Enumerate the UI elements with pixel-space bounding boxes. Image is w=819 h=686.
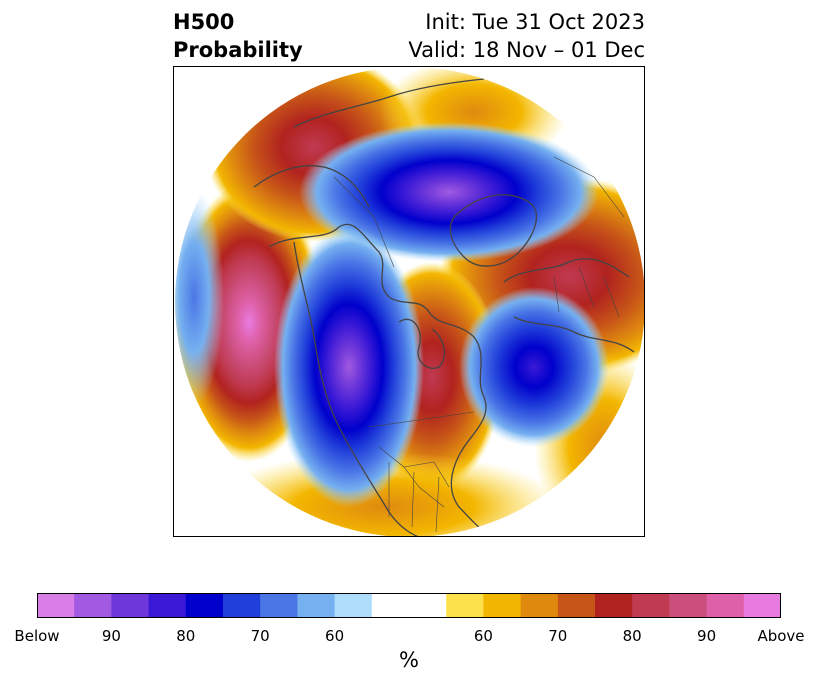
- colorbar-segment: [557, 593, 596, 618]
- hudson-bay-coast: [398, 318, 445, 369]
- colorbar-segment: [743, 593, 781, 618]
- colorbar-tick-label: 70: [548, 627, 568, 645]
- colorbar-segment: [706, 593, 745, 618]
- init-date: Init: Tue 31 Oct 2023: [425, 10, 645, 34]
- colorbar-segment: [483, 593, 522, 618]
- colorbar-segment: [185, 593, 224, 618]
- colorbar-tick-label: 90: [697, 627, 717, 645]
- colorbar-segment: [260, 593, 298, 618]
- colorbar-segment: [446, 593, 484, 618]
- colorbar-tick-label: 60: [325, 627, 345, 645]
- colorbar-segment: [595, 593, 633, 618]
- europe-coast: [503, 258, 635, 353]
- colorbar: [37, 593, 781, 618]
- valid-dates: Valid: 18 Nov – 01 Dec: [408, 38, 645, 62]
- title-line-1: H500: [173, 10, 235, 34]
- colorbar-tick-label: 70: [250, 627, 270, 645]
- probability-map: [173, 66, 645, 537]
- colorbar-tick-label: 90: [101, 627, 121, 645]
- below-anomaly-western-canada: [274, 227, 424, 507]
- colorbar-segment: [334, 593, 373, 618]
- colorbar-tick-label: Below: [14, 627, 60, 645]
- colorbar-segment: [148, 593, 187, 618]
- colorbar-border: [37, 593, 781, 618]
- colorbar-segment: [37, 593, 75, 618]
- north-america-west-coast: [293, 241, 425, 536]
- below-anomaly-arctic: [299, 122, 599, 262]
- colorbar-segment: [371, 593, 447, 618]
- greenland-coast: [449, 194, 538, 267]
- colorbar-svg: [37, 593, 781, 618]
- north-america-coast: [268, 223, 505, 536]
- colorbar-segment: [669, 593, 708, 618]
- date-info: Init: Tue 31 Oct 2023 Valid: 18 Nov – 01…: [408, 8, 645, 64]
- colorbar-tick-label: 80: [176, 627, 196, 645]
- country-borders: [333, 156, 625, 533]
- colorbar-tick-label: 60: [473, 627, 493, 645]
- below-anomaly-north-atlantic: [459, 287, 609, 447]
- title-line-2: Probability: [173, 38, 303, 62]
- colorbar-segment: [632, 593, 670, 618]
- colorbar-segment: [74, 593, 112, 618]
- alaska-coast: [253, 165, 370, 208]
- chart-title: H500 Probability: [173, 8, 303, 64]
- colorbar-segment: [520, 593, 559, 618]
- map-svg: [175, 67, 644, 536]
- colorbar-tick-label: 80: [622, 627, 642, 645]
- colorbar-segment: [223, 593, 261, 618]
- colorbar-segment: [297, 593, 336, 618]
- colorbar-tick-label: Above: [757, 627, 805, 645]
- colorbar-units-label: %: [399, 648, 419, 672]
- colorbar-segment: [111, 593, 150, 618]
